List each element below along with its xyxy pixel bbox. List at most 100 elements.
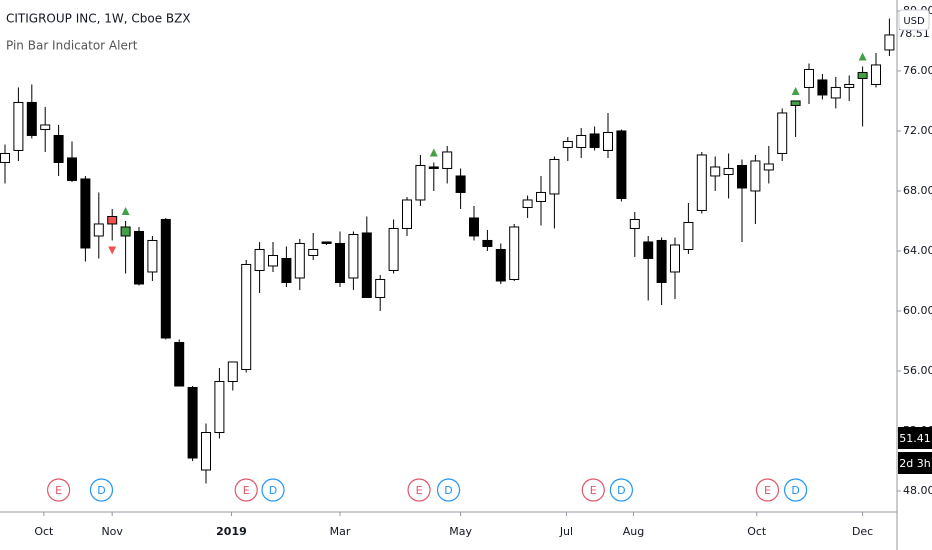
- y-tick-label: 64.00: [903, 244, 932, 257]
- x-tick-label: Dec: [852, 525, 873, 538]
- candle-body: [388, 227, 399, 271]
- candle-body: [576, 134, 587, 148]
- candle-body: [629, 218, 640, 229]
- candle-body: [26, 101, 37, 136]
- candle-body: [107, 215, 118, 225]
- event-marker: [234, 478, 258, 502]
- candle-body: [884, 34, 895, 51]
- candle-body: [509, 226, 520, 280]
- candle-body: [549, 158, 560, 195]
- candle-body: [777, 112, 788, 154]
- candle-body: [227, 361, 238, 382]
- candle-body: [348, 233, 359, 279]
- chart-title: CITIGROUP INC, 1W, Cboe BZX: [6, 12, 191, 26]
- candle-body: [428, 166, 439, 169]
- x-tick-label: May: [449, 525, 472, 538]
- candle-body: [616, 130, 627, 199]
- candle-body: [817, 79, 828, 96]
- event-label: E: [55, 484, 62, 497]
- candle-body: [737, 164, 747, 189]
- event-label: D: [617, 484, 625, 497]
- candle-body: [294, 242, 305, 279]
- candle-body: [402, 199, 412, 229]
- candle-body: [442, 151, 453, 169]
- event-label: E: [590, 484, 597, 497]
- candle-body: [536, 191, 546, 202]
- y-tick-label: 60.00: [903, 304, 932, 317]
- currency-button[interactable]: [898, 9, 930, 31]
- countdown-box: [898, 452, 932, 474]
- candle-body: [830, 86, 841, 99]
- event-marker: [436, 478, 461, 502]
- candle-body: [683, 221, 694, 250]
- x-tick-label: Oct: [34, 525, 54, 538]
- candle-body: [670, 244, 680, 273]
- candle-body: [281, 257, 292, 283]
- y-tick-label: 76.00: [903, 64, 932, 77]
- candle-body: [134, 230, 144, 285]
- plot: 48.0052.0056.0060.0064.0068.0072.0076.00…: [0, 4, 932, 538]
- y-tick-label: 48.00: [903, 484, 932, 497]
- candle-body: [201, 431, 211, 471]
- event-marker: [581, 478, 605, 502]
- x-tick-label: Oct: [747, 525, 767, 538]
- candle-body: [241, 263, 252, 370]
- candle-body: [643, 241, 654, 259]
- candle-body: [67, 157, 77, 181]
- x-tick-label: Aug: [623, 525, 644, 538]
- signal-marker: [121, 206, 130, 215]
- event-marker: [783, 478, 808, 502]
- currency-label: USD: [903, 16, 925, 27]
- candle-body: [495, 248, 506, 282]
- price-label-box: [898, 427, 932, 449]
- x-tick-label: Nov: [101, 525, 123, 538]
- candle-body: [174, 341, 185, 387]
- candle-body: [696, 154, 707, 211]
- candle-body: [321, 241, 332, 244]
- candle-body: [93, 223, 104, 237]
- signal-marker: [108, 246, 117, 255]
- candle-body: [723, 167, 734, 175]
- candle-body: [710, 166, 721, 177]
- event-label: E: [243, 484, 250, 497]
- candle-body: [268, 254, 278, 267]
- signal-marker: [429, 148, 438, 157]
- x-tick-label: Jul: [559, 525, 573, 538]
- candle-body: [308, 248, 319, 256]
- event-label: E: [416, 484, 423, 497]
- event-label: D: [791, 484, 799, 497]
- candle-body: [790, 100, 801, 106]
- candle-body: [871, 64, 881, 85]
- candle-body: [750, 160, 761, 192]
- candle-body: [187, 386, 198, 459]
- event-marker: [407, 478, 431, 502]
- event-label: D: [97, 484, 105, 497]
- candle-body: [375, 278, 386, 298]
- x-tick-label: Mar: [330, 525, 351, 538]
- candle-body: [160, 218, 171, 339]
- candle-body: [589, 133, 600, 148]
- candle-body: [482, 239, 493, 247]
- price-label: 51.41: [899, 432, 931, 445]
- y-tick-label: 56.00: [903, 364, 932, 377]
- candle-body: [656, 239, 667, 283]
- candle-body: [0, 152, 10, 163]
- indicator-name: Pin Bar Indicator Alert: [6, 39, 138, 53]
- candle-body: [469, 217, 479, 237]
- candle-body: [857, 71, 868, 79]
- candle-body: [13, 101, 24, 151]
- event-label: D: [269, 484, 277, 497]
- signal-marker: [858, 52, 867, 61]
- candle-body: [804, 68, 814, 88]
- y-tick-label: 72.00: [903, 124, 932, 137]
- event-marker: [89, 478, 114, 502]
- event-marker: [755, 478, 780, 502]
- candle-body: [361, 232, 372, 298]
- x-tick-label: 2019: [216, 525, 247, 538]
- countdown-label: 2d 3h: [899, 457, 930, 470]
- event-marker: [261, 478, 285, 502]
- candle-body: [335, 242, 345, 283]
- candle-body: [53, 134, 64, 163]
